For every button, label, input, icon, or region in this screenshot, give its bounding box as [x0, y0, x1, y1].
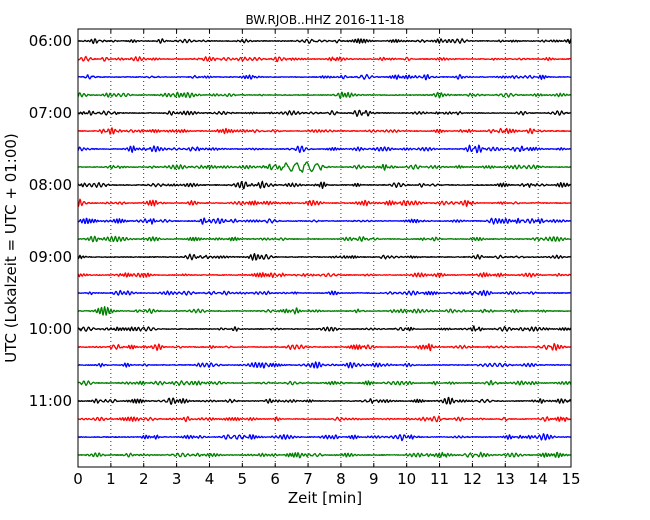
trace-row-07-15 [77, 127, 572, 135]
hour-tick-label: 08:00 [29, 176, 72, 194]
x-tick-label: 8 [336, 470, 346, 488]
trace-row-06-45 [77, 91, 572, 100]
trace-row-10-15 [77, 342, 572, 352]
x-tick-label: 14 [529, 470, 548, 488]
trace-row-06-30 [77, 73, 572, 81]
trace-row-09-45 [77, 306, 572, 316]
x-tick-label: 7 [303, 470, 313, 488]
hour-tick-label: 09:00 [29, 248, 72, 266]
x-tick-label: 1 [106, 470, 116, 488]
trace-row-07-45 [77, 161, 572, 173]
trace-row-08-00 [77, 180, 572, 190]
trace-row-07-30 [77, 144, 572, 154]
trace-row-09-15 [77, 272, 572, 279]
y-axis-label: UTC (Lokalzeit = UTC + 01:00) [2, 133, 20, 363]
trace-row-08-45 [77, 235, 572, 243]
trace-row-06-15 [77, 55, 572, 63]
trace-row-09-00 [77, 252, 572, 261]
x-tick-label: 2 [139, 470, 149, 488]
seismogram-traces [77, 38, 572, 459]
x-tick-label: 3 [172, 470, 182, 488]
x-tick-label: 12 [463, 470, 482, 488]
x-tick-label: 4 [205, 470, 215, 488]
trace-row-08-15 [77, 198, 572, 207]
plot-frame [77, 28, 572, 468]
hour-tick-label: 07:00 [29, 104, 72, 122]
hour-tick-label: 10:00 [29, 320, 72, 338]
trace-row-11-00 [77, 396, 572, 405]
x-tick-label: 13 [496, 470, 515, 488]
trace-row-11-45 [77, 451, 572, 459]
trace-row-10-30 [77, 361, 572, 369]
x-axis-label: Zeit [min] [288, 489, 362, 507]
x-tick-label: 6 [270, 470, 280, 488]
chart-title: BW.RJOB..HHZ 2016-11-18 [245, 13, 404, 27]
x-tick-label: 0 [73, 470, 83, 488]
trace-row-10-45 [77, 379, 572, 387]
x-tick-labels: 0 1 2 3 4 5 6 7 8 9 10 11 12 13 14 15 [73, 470, 580, 488]
x-tick-label: 10 [397, 470, 416, 488]
x-tick-label: 5 [238, 470, 248, 488]
vertical-gridlines [77, 29, 572, 467]
trace-row-06-00 [77, 38, 572, 45]
trace-row-07-00 [77, 109, 572, 117]
hour-tick-label: 11:00 [29, 392, 72, 410]
trace-row-11-15 [77, 415, 572, 423]
x-tick-label: 15 [561, 470, 580, 488]
trace-row-10-00 [77, 325, 572, 332]
x-tick-label: 9 [369, 470, 379, 488]
hour-tick-label: 06:00 [29, 32, 72, 50]
trace-row-08-30 [77, 217, 572, 225]
hour-tick-labels: 06:00 07:00 08:00 09:00 10:00 11:00 [29, 32, 571, 410]
trace-row-11-30 [77, 433, 572, 442]
x-tick-label: 11 [430, 470, 449, 488]
trace-row-09-30 [77, 289, 572, 297]
